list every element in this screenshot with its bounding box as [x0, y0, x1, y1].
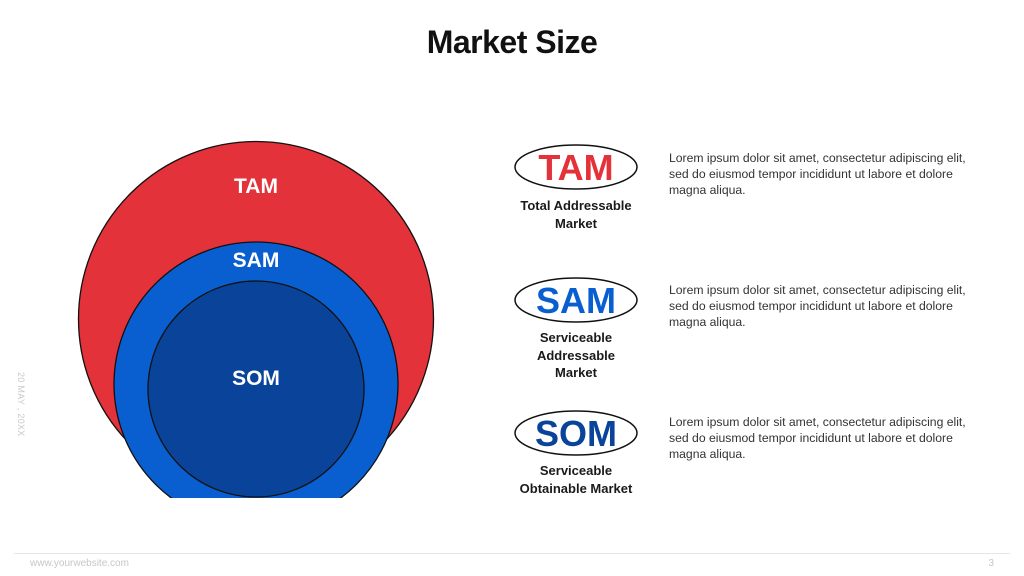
som-sublabel: Serviceable Obtainable Market [496, 462, 656, 497]
sam-circle-label: SAM [233, 249, 280, 272]
sam-badge-text: SAM [536, 280, 616, 321]
sam-description: Lorem ipsum dolor sit amet, consectetur … [669, 283, 966, 329]
tam-sublabel-line1: Total Addressable [520, 198, 632, 213]
tam-circle-label: TAM [234, 175, 278, 198]
page-title: Market Size [426, 24, 598, 60]
market-circles-diagram: TAM SAM SOM [77, 140, 435, 498]
tam-badge-text: TAM [538, 147, 613, 188]
sam-sublabel-line1: Serviceable [539, 330, 613, 345]
sam-sublabel: Serviceable Addressable Market [496, 329, 656, 382]
circles-svg: TAM SAM SOM [77, 140, 435, 498]
som-sublabel-line2: Obtainable Market [519, 480, 633, 496]
tam-badge: TAM [514, 144, 638, 190]
som-badge-text: SOM [535, 413, 617, 454]
tam-sublabel: Total Addressable Market [496, 197, 656, 232]
footer-divider [14, 553, 1010, 554]
slide-date: 20 MAY , 20XX [16, 372, 26, 437]
tam-sublabel-line2: Market [555, 215, 597, 231]
sam-badge: SAM [514, 277, 638, 323]
tam-description: Lorem ipsum dolor sit amet, consectetur … [669, 151, 966, 197]
som-badge: SOM [514, 410, 638, 456]
som-sublabel-line1: Serviceable [539, 463, 613, 478]
som-circle [147, 280, 365, 498]
sam-sublabel-line3: Market [555, 365, 597, 380]
som-description: Lorem ipsum dolor sit amet, consectetur … [669, 415, 966, 461]
sam-sublabel-line2: Addressable [536, 347, 616, 363]
footer-url[interactable]: www.yourwebsite.com [30, 558, 129, 569]
som-circle-label: SOM [232, 367, 280, 390]
page-number: 3 [988, 558, 994, 569]
